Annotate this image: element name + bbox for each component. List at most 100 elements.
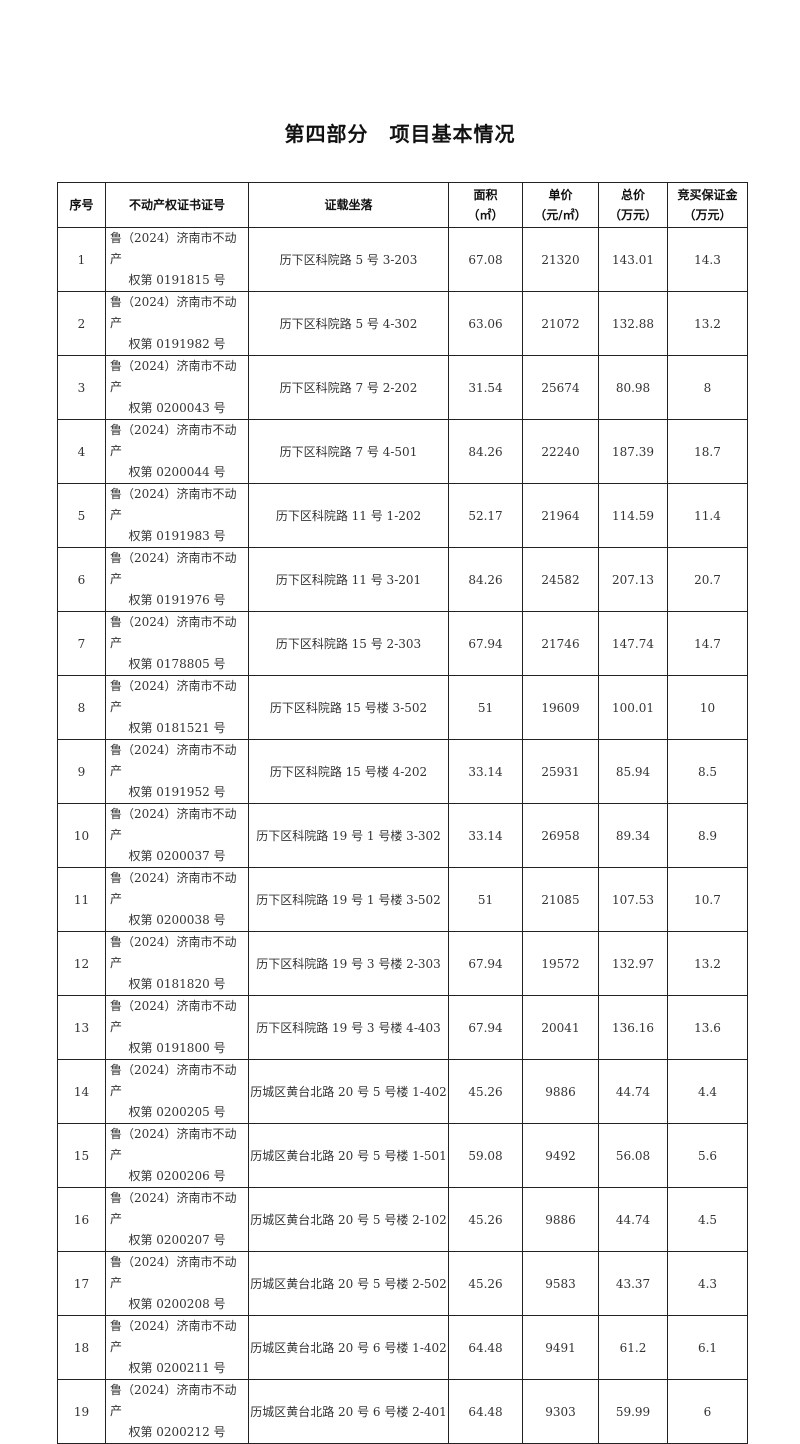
cert-line: 鲁（2024）济南市不动产 bbox=[110, 1319, 237, 1354]
cell-unit-price: 24582 bbox=[522, 547, 599, 612]
cert-line: 权第 0200211 号 bbox=[128, 1361, 226, 1375]
cell-address: 历城区黄台北路 20 号 6 号楼 2-401 bbox=[248, 1379, 449, 1444]
cell-unit-price: 21320 bbox=[522, 227, 599, 292]
cell-deposit: 6.1 bbox=[667, 1315, 748, 1380]
header-text: （万元） bbox=[608, 208, 657, 222]
cert-line: 鲁（2024）济南市不动产 bbox=[110, 871, 237, 906]
cell-unit-price: 9303 bbox=[522, 1379, 599, 1444]
cert-line: 鲁（2024）济南市不动产 bbox=[110, 743, 237, 778]
cell-address: 历下区科院路 5 号 3-203 bbox=[248, 227, 449, 292]
cell-cert: 鲁（2024）济南市不动产权第 0200205 号 bbox=[105, 1059, 249, 1124]
table-row: 3 鲁（2024）济南市不动产 权第 0200043 号历下区科院路 7 号 2-2… bbox=[57, 355, 748, 420]
cert-line: 权第 0200037 号 bbox=[128, 849, 226, 863]
cell-address: 历城区黄台北路 20 号 5 号楼 1-402 bbox=[248, 1059, 449, 1124]
header-text: （万元） bbox=[683, 208, 732, 222]
cell-total: 147.74 bbox=[598, 611, 668, 676]
table-row: 1 鲁（2024）济南市不动产 权第 0191815 号历下区科院路 5 号 3-2… bbox=[57, 227, 748, 292]
cell-deposit: 10 bbox=[667, 675, 748, 740]
cert-line: 权第 0200038 号 bbox=[128, 913, 226, 927]
cell-cert: 鲁（2024）济南市不动产 权第 0200206 号 bbox=[105, 1123, 249, 1188]
cell-total: 132.97 bbox=[598, 931, 668, 996]
cell-deposit: 8.9 bbox=[667, 803, 748, 868]
cell-total: 59.99 bbox=[598, 1379, 668, 1444]
cell-cert: 鲁（2024）济南市不动产权第 0200211 号 bbox=[105, 1315, 249, 1380]
table-row: 2 鲁（2024）济南市不动产 权第 0191982 号历下区科院路 5 号 4-3… bbox=[57, 291, 748, 356]
cell-area: 67.94 bbox=[448, 995, 523, 1060]
table-row: 18 鲁（2024）济南市不动产 权第 0200211 号历城区黄台北路 20 号 … bbox=[57, 1315, 748, 1380]
cell-no: 1 bbox=[57, 227, 106, 292]
cell-cert: 鲁（2024）济南市不动产权第 0200038 号 bbox=[105, 867, 249, 932]
header-col-no: 序号 bbox=[57, 182, 106, 228]
cell-cert: 鲁（2024）济南市不动产 权第 0178805 号 bbox=[105, 611, 249, 676]
cell-unit-price: 25931 bbox=[522, 739, 599, 804]
cell-unit-price: 19572 bbox=[522, 931, 599, 996]
cert-line: 鲁（2024）济南市不动产 bbox=[110, 999, 237, 1034]
cert-line: 权第 0200043 号 bbox=[128, 401, 226, 415]
cell-area: 84.26 bbox=[448, 547, 523, 612]
header-col-unit-price: 单价 （元/㎡） bbox=[522, 182, 599, 228]
cell-area: 51 bbox=[448, 675, 523, 740]
cert-line: 鲁（2024）济南市不动产 bbox=[110, 551, 237, 586]
cell-cert: 鲁（2024）济南市不动产 权第 0181521 号 bbox=[105, 675, 249, 740]
cell-area: 52.17 bbox=[448, 483, 523, 548]
cell-no: 5 bbox=[57, 483, 106, 548]
header-col-total: 总价 （万元） bbox=[598, 182, 668, 228]
cell-unit-price: 26958 bbox=[522, 803, 599, 868]
cert-line: 鲁（2024）济南市不动产 bbox=[110, 1063, 237, 1098]
cert-line: 权第 0191815 号 bbox=[128, 273, 226, 287]
cell-address: 历下区科院路 15 号 2-303 bbox=[248, 611, 449, 676]
cell-total: 89.34 bbox=[598, 803, 668, 868]
cell-deposit: 5.6 bbox=[667, 1123, 748, 1188]
cell-no: 19 bbox=[57, 1379, 106, 1444]
header-text: 不动产权证书证号 bbox=[128, 198, 225, 212]
cell-unit-price: 21072 bbox=[522, 291, 599, 356]
cert-line: 权第 0200212 号 bbox=[128, 1425, 226, 1439]
cell-total: 132.88 bbox=[598, 291, 668, 356]
cell-address: 历下区科院路 7 号 4-501 bbox=[248, 419, 449, 484]
cell-total: 44.74 bbox=[598, 1187, 668, 1252]
cell-cert: 鲁（2024）济南市不动产 权第 0191976 号 bbox=[105, 547, 249, 612]
cell-cert: 鲁（2024）济南市不动产 权第 0181820 号 bbox=[105, 931, 249, 996]
header-text: 单价 bbox=[548, 188, 573, 202]
cell-unit-price: 9886 bbox=[522, 1187, 599, 1252]
cell-no: 18 bbox=[57, 1315, 106, 1380]
cert-line: 鲁（2024）济南市不动产 bbox=[110, 935, 237, 970]
cell-cert: 鲁（2024）济南市不动产 权第 0200037 号 bbox=[105, 803, 249, 868]
cell-deposit: 8.5 bbox=[667, 739, 748, 804]
cell-area: 33.14 bbox=[448, 739, 523, 804]
cell-no: 6 bbox=[57, 547, 106, 612]
header-text: 竞买保证金 bbox=[677, 188, 738, 202]
cell-address: 历下区科院路 15 号楼 4-202 bbox=[248, 739, 449, 804]
cell-deposit: 13.2 bbox=[667, 291, 748, 356]
cert-line: 鲁（2024）济南市不动产 bbox=[110, 679, 237, 714]
cert-line: 权第 0200205 号 bbox=[128, 1105, 226, 1119]
cell-address: 历下区科院路 5 号 4-302 bbox=[248, 291, 449, 356]
cell-no: 16 bbox=[57, 1187, 106, 1252]
cert-line: 权第 0191983 号 bbox=[128, 529, 226, 543]
header-text: 总价 bbox=[620, 188, 645, 202]
cell-deposit: 13.6 bbox=[667, 995, 748, 1060]
table-row: 9 鲁（2024）济南市不动产 权第 0191952 号历下区科院路 15 号楼 4… bbox=[57, 739, 748, 804]
cert-line: 鲁（2024）济南市不动产 bbox=[110, 1191, 237, 1226]
cert-line: 权第 0191952 号 bbox=[128, 785, 226, 799]
cell-deposit: 14.7 bbox=[667, 611, 748, 676]
cell-no: 8 bbox=[57, 675, 106, 740]
cell-deposit: 4.3 bbox=[667, 1251, 748, 1316]
cert-line: 鲁（2024）济南市不动产 bbox=[110, 1127, 237, 1162]
cell-area: 33.14 bbox=[448, 803, 523, 868]
cell-deposit: 8 bbox=[667, 355, 748, 420]
cell-no: 11 bbox=[57, 867, 106, 932]
cell-area: 84.26 bbox=[448, 419, 523, 484]
cell-address: 历城区黄台北路 20 号 5 号楼 2-102 bbox=[248, 1187, 449, 1252]
cert-line: 鲁（2024）济南市不动产 bbox=[110, 615, 237, 650]
cell-address: 历城区黄台北路 20 号 6 号楼 1-402 bbox=[248, 1315, 449, 1380]
cell-unit-price: 21746 bbox=[522, 611, 599, 676]
header-text: 序号 bbox=[69, 198, 94, 212]
table-row: 13 鲁（2024）济南市不动产 权第 0191800 号历下区科院路 19 号 3… bbox=[57, 995, 748, 1060]
cell-area: 64.48 bbox=[448, 1379, 523, 1444]
header-col-cert: 不动产权证书证号 bbox=[105, 182, 249, 228]
cell-address: 历下区科院路 19 号 3 号楼 2-303 bbox=[248, 931, 449, 996]
cert-line: 鲁（2024）济南市不动产 bbox=[110, 487, 237, 522]
table-row: 14 鲁（2024）济南市不动产 权第 0200205 号历城区黄台北路 20 号 … bbox=[57, 1059, 748, 1124]
cell-cert: 鲁（2024）济南市不动产 权第 0200043 号 bbox=[105, 355, 249, 420]
